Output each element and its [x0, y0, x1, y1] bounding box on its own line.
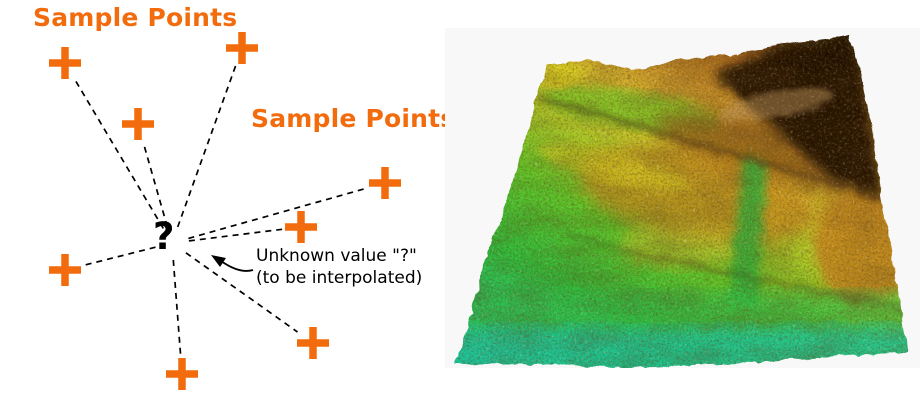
- distance-line: [73, 78, 165, 229]
- arrow-head: [211, 255, 226, 267]
- terrain-group: [455, 35, 907, 366]
- annotation-text: Unknown value "?" (to be interpolated): [256, 246, 422, 289]
- sample-point-marker: [49, 254, 81, 286]
- distance-lines-group: [73, 65, 367, 356]
- distance-line: [176, 65, 237, 228]
- diagram-canvas: [49, 32, 401, 390]
- unknown-value-symbol: ?: [153, 215, 175, 258]
- arrow-shaft: [220, 260, 254, 272]
- sample-points-label-right: Sample Points: [251, 104, 456, 133]
- sample-point-marker: [49, 47, 81, 79]
- sample-point-marker: [369, 167, 401, 199]
- distance-line: [185, 252, 298, 333]
- distance-line: [188, 187, 367, 240]
- sample-point-marker: [285, 211, 317, 243]
- distance-line: [172, 259, 182, 356]
- sample-point-marker: [122, 108, 154, 140]
- annotation-line2: (to be interpolated): [256, 267, 423, 288]
- sample-points-label-top: Sample Points: [33, 3, 238, 32]
- distance-line: [142, 142, 169, 227]
- annotation-line1: Unknown value "?": [256, 246, 417, 266]
- terrain-image: [445, 28, 920, 368]
- distance-line: [188, 228, 283, 242]
- sample-point-marker: [166, 358, 198, 390]
- annotation-arrow: [211, 255, 254, 272]
- sample-point-marker: [297, 327, 329, 359]
- distance-line: [83, 246, 156, 267]
- sample-point-markers-group: [49, 32, 401, 390]
- sample-point-marker: [226, 32, 258, 64]
- terrain-3d-render: [455, 35, 907, 366]
- terrain-texture-glint: [455, 35, 907, 366]
- interpolation-diagram: Sample Points Sample Points ? Unknown va…: [0, 0, 455, 400]
